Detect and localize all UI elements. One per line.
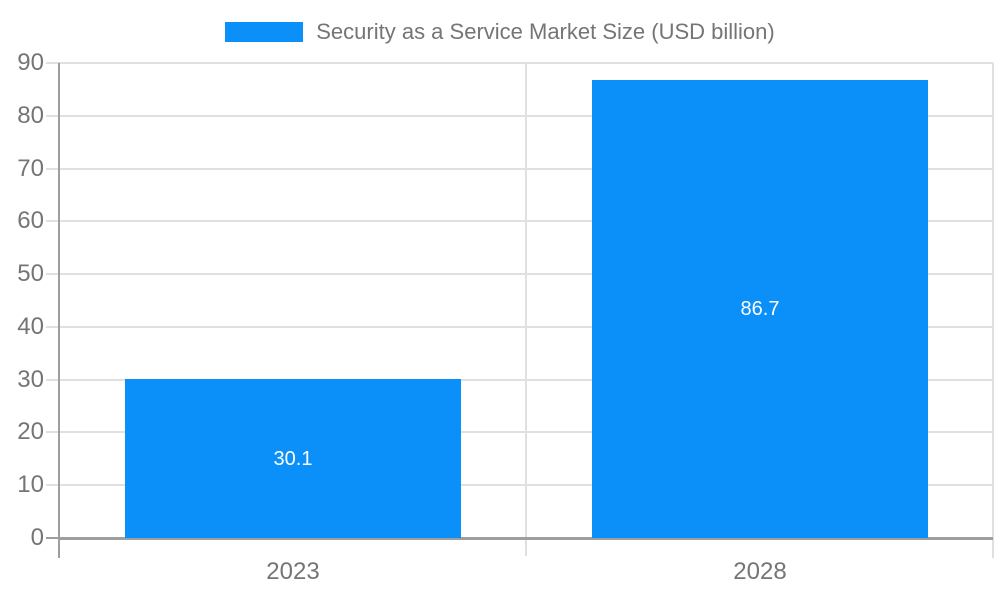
legend-label: Security as a Service Market Size (USD b… [316, 19, 775, 44]
plot-right-border [992, 63, 994, 558]
x-axis-line [59, 537, 993, 540]
y-axis-line [58, 63, 60, 558]
y-tick-label: 10 [17, 471, 44, 499]
bar [125, 379, 461, 538]
y-tick [46, 325, 59, 328]
y-tick [46, 114, 59, 117]
bar-value-label: 30.1 [273, 448, 313, 470]
chart-legend: Security as a Service Market Size (USD b… [0, 19, 1000, 44]
y-tick-label: 30 [17, 365, 44, 393]
y-tick [46, 62, 59, 64]
y-tick-label: 80 [17, 101, 44, 129]
bar [592, 80, 928, 538]
y-tick-label: 90 [17, 49, 44, 76]
y-tick [46, 167, 59, 170]
y-tick-label: 0 [30, 524, 44, 551]
y-tick-label: 70 [17, 154, 44, 182]
y-tick [46, 537, 59, 539]
y-tick [46, 431, 59, 434]
x-tick-label: 2028 [733, 558, 787, 585]
y-tick [46, 220, 59, 223]
y-tick-label: 60 [17, 207, 44, 235]
bar-value-label: 86.7 [740, 298, 780, 320]
legend-swatch [225, 22, 304, 42]
y-tick-label: 20 [17, 418, 44, 446]
x-tick-label: 2023 [266, 558, 320, 585]
y-tick-label: 40 [17, 312, 44, 340]
y-tick [46, 484, 59, 487]
category-separator-line [525, 63, 527, 556]
y-tick-label: 50 [17, 260, 44, 288]
y-tick [46, 273, 59, 276]
y-tick [46, 378, 59, 381]
